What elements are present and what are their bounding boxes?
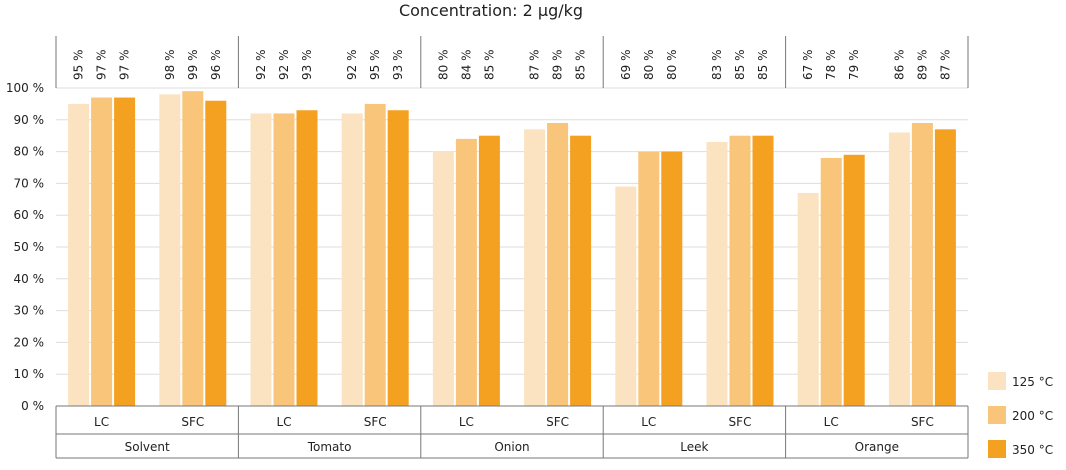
bar: [91, 97, 113, 406]
value-label: 87 %: [528, 50, 542, 81]
bar: [159, 94, 181, 407]
legend-swatch: [988, 372, 1006, 390]
frame-layer: [55, 36, 969, 459]
value-label: 85 %: [756, 50, 770, 81]
bar: [524, 129, 546, 406]
y-tick-label: 100 %: [6, 81, 44, 95]
value-label: 78 %: [824, 50, 838, 81]
value-label: 80 %: [665, 50, 679, 81]
value-label: 80 %: [642, 50, 656, 81]
value-label: 93 %: [391, 50, 405, 81]
bar: [888, 132, 910, 406]
bar: [273, 113, 295, 406]
bar: [797, 192, 819, 406]
value-label: 84 %: [459, 50, 473, 81]
bar: [638, 151, 660, 406]
value-label: 89 %: [915, 50, 929, 81]
subgroup-label: SFC: [546, 415, 569, 429]
y-tick-label: 70 %: [14, 176, 45, 190]
value-label: 87 %: [938, 50, 952, 81]
bar: [364, 103, 386, 407]
y-tick-label: 20 %: [14, 335, 45, 349]
bar: [296, 110, 318, 406]
value-label: 67 %: [801, 50, 815, 81]
bar: [387, 110, 409, 406]
value-label: 92 %: [254, 50, 268, 81]
bar: [478, 135, 500, 406]
subgroup-label: LC: [459, 415, 474, 429]
value-label: 85 %: [482, 49, 496, 80]
value-label: 97 %: [95, 49, 109, 80]
value-label: 83 %: [710, 50, 724, 81]
y-tick-label: 50 %: [14, 240, 45, 254]
value-label: 92 %: [277, 50, 291, 81]
legend-swatch: [988, 440, 1006, 458]
group-label: Orange: [855, 440, 899, 454]
bar: [114, 97, 136, 406]
bar: [820, 157, 842, 406]
value-label: 93 %: [300, 50, 314, 81]
value-label: 92 %: [345, 50, 359, 81]
bar: [911, 122, 933, 406]
bar: [205, 100, 227, 406]
subgroup-label: LC: [641, 415, 656, 429]
group-label: Solvent: [125, 440, 170, 454]
value-labels-layer: 95 % 97 % 97 % LC 98 % 99 % 96 % SFC Solvent 92 %…: [72, 49, 953, 454]
bar: [250, 113, 272, 406]
bar: [432, 151, 454, 406]
bar: [843, 154, 865, 406]
value-label: 95 %: [72, 50, 86, 81]
y-tick-label: 30 %: [14, 304, 45, 318]
bar: [68, 103, 90, 407]
subgroup-label: SFC: [364, 415, 387, 429]
legend-swatch: [988, 406, 1006, 424]
bar: [934, 129, 956, 406]
value-label: 80 %: [436, 50, 450, 81]
bar: [706, 142, 728, 406]
subgroup-label: SFC: [181, 415, 204, 429]
y-tick-label: 40 %: [14, 272, 45, 286]
bars-layer: [68, 91, 956, 407]
bar: [615, 186, 637, 406]
value-label: 79 %: [847, 50, 861, 81]
value-label: 86 %: [892, 50, 906, 81]
value-label: 85 %: [574, 50, 588, 81]
y-tick-label: 10 %: [14, 367, 45, 381]
group-label: Tomato: [307, 440, 352, 454]
value-label: 98 %: [163, 50, 177, 81]
legend-label: 350 °C: [1012, 443, 1053, 457]
group-label: Leek: [680, 440, 708, 454]
subgroup-label: LC: [824, 415, 839, 429]
value-label: 99 %: [186, 50, 200, 81]
chart-title: Concentration: 2 µg/kg: [399, 1, 583, 20]
legend-label: 200 °C: [1012, 409, 1053, 423]
subgroup-label: SFC: [729, 415, 752, 429]
bar: [547, 122, 569, 406]
bar: [752, 135, 774, 406]
bar: [341, 113, 363, 406]
bar: [182, 91, 204, 407]
y-tick-label: 0 %: [21, 399, 44, 413]
y-tick-label: 80 %: [14, 145, 45, 159]
group-label: Onion: [494, 440, 529, 454]
value-label: 89 %: [551, 50, 565, 81]
subgroup-label: LC: [94, 415, 109, 429]
value-label: 69 %: [619, 50, 633, 81]
bar: [729, 135, 751, 406]
subgroup-label: SFC: [911, 415, 934, 429]
subgroup-label: LC: [276, 415, 291, 429]
y-tick-label: 90 %: [14, 113, 45, 127]
bar: [661, 151, 683, 406]
value-label: 85 %: [733, 50, 747, 81]
y-tick-label: 60 %: [14, 208, 45, 222]
legend-label: 125 °C: [1012, 375, 1053, 389]
legend: 125 °C 200 °C 350 °C: [988, 372, 1053, 458]
value-label: 96 %: [209, 50, 223, 81]
bar: [570, 135, 592, 406]
value-label: 97 %: [118, 50, 132, 81]
value-label: 95 %: [368, 50, 382, 81]
bar: [455, 138, 477, 406]
